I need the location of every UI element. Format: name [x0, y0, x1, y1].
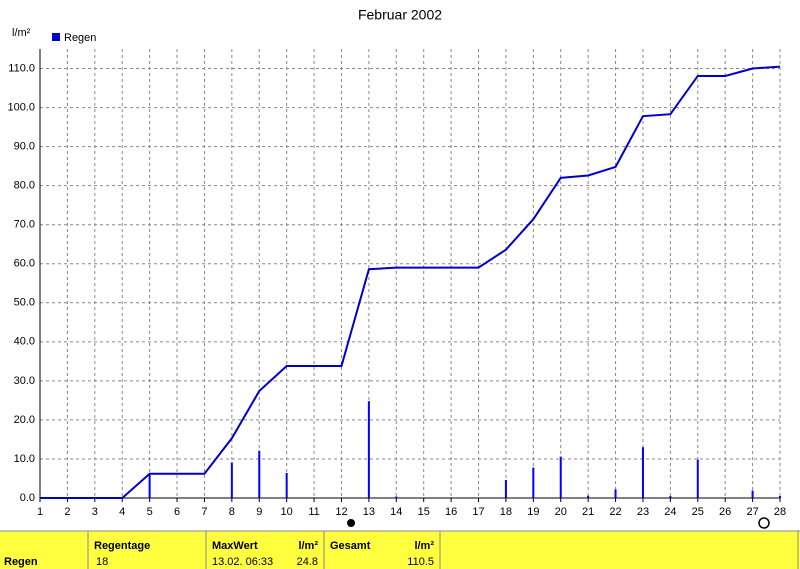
y-tick-label: 60.0 [14, 258, 35, 270]
summary-table: Regen Regentage 18 MaxWert 13.02. 06:33 … [0, 530, 800, 569]
y-tick-label: 90.0 [14, 141, 35, 153]
table-header: Regentage [94, 540, 150, 552]
table-unit: l/m² [414, 540, 434, 552]
bar [230, 462, 233, 498]
bar [614, 489, 617, 498]
y-tick-label: 100.0 [7, 101, 35, 113]
y-tick-label: 80.0 [14, 180, 35, 192]
full-moon-icon [758, 517, 770, 529]
table-unit: l/m² [298, 540, 318, 552]
table-header: Gesamt [330, 540, 371, 552]
row-label: Regen [4, 556, 38, 568]
x-tick-label: 4 [119, 506, 125, 518]
x-tick-label: 24 [664, 506, 676, 518]
table-background [0, 531, 800, 569]
x-tick-label: 11 [308, 506, 319, 518]
x-tick-label: 5 [147, 506, 153, 518]
y-tick-label: 50.0 [14, 297, 35, 309]
bar [148, 473, 151, 498]
bar [779, 496, 781, 498]
bar [367, 401, 370, 498]
bar [532, 467, 535, 498]
bar [285, 473, 288, 498]
x-tick-label: 26 [719, 506, 731, 518]
x-tick-label: 3 [92, 506, 98, 518]
bar [395, 496, 398, 498]
x-tick-label: 20 [555, 506, 567, 518]
chart-title: Februar 2002 [358, 7, 442, 23]
table-value: 110.5 [407, 556, 434, 568]
y-axis-label: l/m² [12, 27, 31, 39]
x-tick-label: 27 [746, 506, 758, 518]
table-value: 13.02. 06:33 [212, 556, 273, 568]
bar [696, 459, 699, 498]
x-tick-label: 16 [445, 506, 457, 518]
line [40, 65, 781, 499]
y-tick-label: 70.0 [14, 219, 35, 231]
bar [669, 496, 672, 498]
table-header: MaxWert [212, 540, 258, 552]
y-tick-label: 10.0 [14, 453, 35, 465]
y-tick-label: 20.0 [14, 414, 35, 426]
y-tick-label: 110.0 [8, 62, 35, 74]
x-tick-label: 2 [64, 506, 70, 518]
legend-label: Regen [64, 32, 96, 44]
x-tick-label: 23 [637, 506, 649, 518]
x-tick-label: 21 [582, 506, 594, 518]
y-tick-label: 30.0 [14, 375, 35, 387]
bar [587, 495, 590, 498]
y-tick-label: 0.0 [20, 492, 35, 504]
bar [641, 447, 644, 498]
x-tick-label: 15 [418, 506, 430, 518]
x-tick-label: 9 [256, 506, 262, 518]
new-moon-icon [347, 519, 355, 527]
x-tick-label: 6 [174, 506, 180, 518]
x-tick-label: 14 [390, 506, 402, 518]
y-tick-label: 40.0 [14, 336, 35, 348]
x-tick-label: 1 [37, 506, 43, 518]
x-tick-label: 19 [527, 506, 539, 518]
x-tick-label: 28 [774, 506, 786, 518]
x-tick-label: 13 [363, 506, 375, 518]
legend-swatch [52, 33, 60, 41]
bar [751, 490, 754, 498]
x-tick-label: 10 [281, 506, 293, 518]
x-tick-label: 8 [229, 506, 235, 518]
x-tick-label: 22 [609, 506, 621, 518]
x-tick-label: 12 [335, 506, 347, 518]
x-tick-label: 17 [472, 506, 484, 518]
bar [559, 456, 562, 498]
x-tick-label: 25 [692, 506, 704, 518]
x-tick-label: 18 [500, 506, 512, 518]
bar [258, 450, 261, 498]
x-tick-label: 7 [201, 506, 207, 518]
table-value: 18 [96, 556, 108, 568]
bar [504, 480, 507, 498]
table-value: 24.8 [297, 556, 318, 568]
